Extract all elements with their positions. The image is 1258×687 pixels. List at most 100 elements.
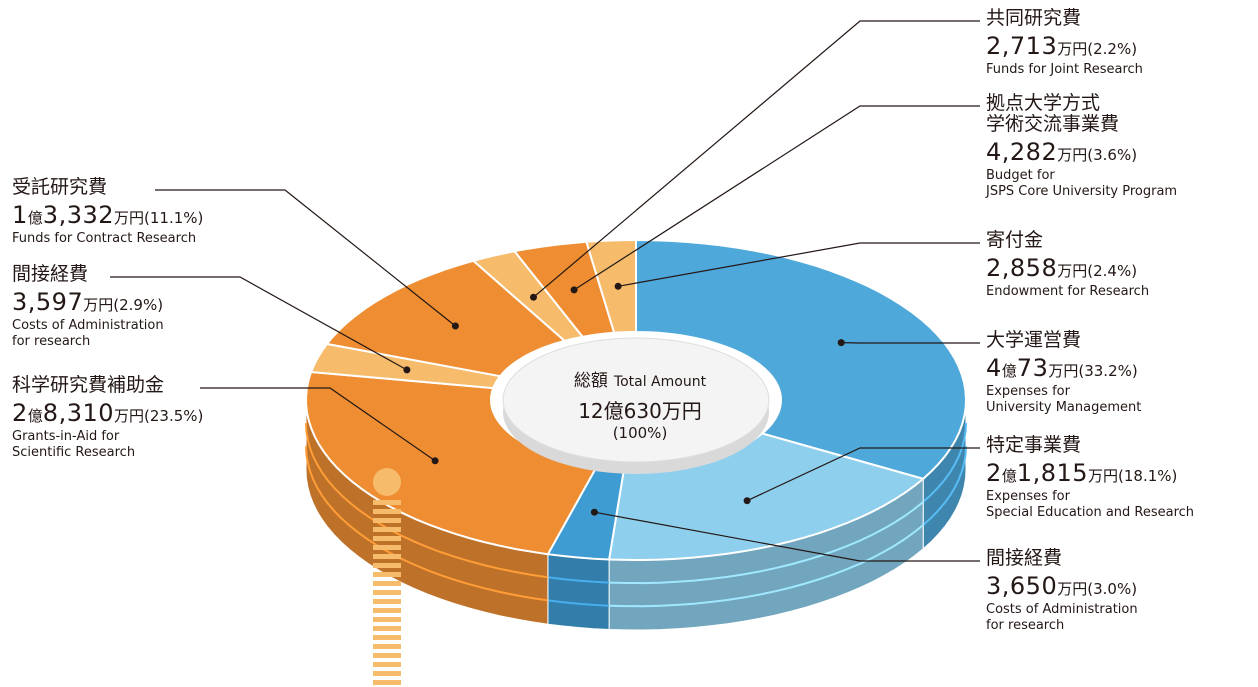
- pin-dash: [373, 572, 401, 577]
- pin-dash: [373, 608, 401, 613]
- leader-dot: [403, 366, 411, 374]
- slice-name-en-1: Budget for: [986, 167, 1055, 183]
- pin-dash: [373, 653, 401, 658]
- leader-dot: [451, 322, 459, 330]
- pie-slice: [585, 238, 637, 334]
- leader-line: [200, 387, 436, 462]
- slice-name-en-1: Costs of Administration: [12, 318, 164, 334]
- slice-name-en-1: Costs of Administration: [986, 602, 1138, 618]
- slice-label-joint-research: 共同研究費 2,713万円(2.2%) Funds for Joint Rese…: [986, 8, 1143, 78]
- leader-dot: [431, 457, 439, 465]
- slice-amount: 2,713万円(2.2%): [986, 31, 1138, 60]
- slice-amount: 4,282万円(3.6%): [986, 137, 1138, 166]
- leader-line: [573, 105, 980, 291]
- slice-name: 拠点大学方式 学術交流事業費: [986, 92, 1120, 135]
- slice-name: 特定事業費: [986, 434, 1082, 456]
- slice-label-contract-research: 受託研究費 1億3,332万円(11.1%) Funds for Contrac…: [12, 177, 203, 247]
- leader-dot: [590, 508, 598, 516]
- slice-amount: 2,858万円(2.4%): [986, 253, 1138, 282]
- leader-dot: [614, 282, 622, 290]
- slice-label-grants-in-aid: 科学研究費補助金 2億8,310万円(23.5%) Grants-in-Aid …: [12, 375, 203, 462]
- slice-name: 間接経費: [12, 263, 89, 285]
- leader-dot: [530, 293, 537, 301]
- leader-line: [533, 20, 980, 298]
- decorative-pin: [373, 468, 401, 685]
- total-amount: 12億630万円: [578, 399, 702, 423]
- center-total-label: 総額 Total Amount 12億630万円 (100%): [520, 366, 760, 442]
- pin-dash: [373, 518, 401, 523]
- slice-name-en-1: Endowment for Research: [986, 284, 1150, 300]
- pin-ball: [373, 468, 401, 496]
- slice-name-en-2: for research: [986, 618, 1065, 634]
- slice-label-university-management: 大学運営費 4億73万円(33.2%) Expenses for Univers…: [986, 330, 1141, 417]
- pin-dash: [373, 554, 401, 559]
- leader-lines: [110, 20, 980, 562]
- slice-label-indirect-costs-right: 間接経費 3,650万円(3.0%) Costs of Administrati…: [986, 548, 1138, 635]
- leader-dot: [837, 339, 845, 347]
- pin-dash: [373, 635, 401, 640]
- slice-name-en-1: Expenses for: [986, 384, 1070, 400]
- slice-ridge-line: [609, 501, 924, 585]
- slice-name-en-1: Funds for Joint Research: [986, 62, 1143, 78]
- slice-name: 寄付金: [986, 229, 1044, 251]
- slice-name-en-1: Expenses for: [986, 489, 1070, 505]
- slice-name: 共同研究費: [986, 7, 1082, 29]
- pin-dash: [373, 617, 401, 622]
- slice-amount: 3,597万円(2.9%): [12, 287, 164, 316]
- slice-amount: 3,650万円(3.0%): [986, 571, 1138, 600]
- slice-label-endowment: 寄付金 2,858万円(2.4%) Endowment for Research: [986, 230, 1149, 300]
- pin-dash: [373, 599, 401, 604]
- slice-name-en-2: for research: [12, 334, 91, 350]
- leader-dot: [570, 286, 578, 294]
- leader-line: [617, 242, 980, 287]
- pin-dash: [373, 680, 401, 685]
- slice-name: 科学研究費補助金: [12, 374, 165, 396]
- slice-ridge-line: [547, 576, 610, 584]
- leader-line: [155, 189, 456, 327]
- total-title: 総額: [573, 371, 608, 391]
- total-title-en: Total Amount: [613, 374, 707, 390]
- pin-dash: [373, 527, 401, 532]
- leader-line: [746, 447, 980, 502]
- slice-label-indirect-costs-left: 間接経費 3,597万円(2.9%) Costs of Administrati…: [12, 264, 164, 351]
- pin-dash: [373, 500, 401, 505]
- slice-ridge-line: [547, 599, 610, 607]
- slice-label-special-education: 特定事業費 2億1,815万円(18.1%) Expenses for Spec…: [986, 435, 1194, 522]
- total-percent: (100%): [612, 424, 668, 442]
- leader-line: [110, 276, 408, 371]
- slice-amount: 1億3,332万円(11.1%): [12, 200, 204, 229]
- pin-dash: [373, 590, 401, 595]
- pin-dash: [373, 644, 401, 649]
- pin-dash: [373, 509, 401, 514]
- pin-dash: [373, 626, 401, 631]
- pin-dash: [373, 563, 401, 568]
- slice-name-en-2: Scientific Research: [12, 445, 136, 461]
- slice-amount: 4億73万円(33.2%): [986, 353, 1138, 382]
- slice-label-jsps-core: 拠点大学方式 学術交流事業費 4,282万円(3.6%) Budget for …: [986, 93, 1177, 200]
- slice-name-en-1: Grants-in-Aid for: [12, 429, 120, 445]
- slice-amount: 2億1,815万円(18.1%): [986, 458, 1178, 487]
- slice-name-en-2: University Management: [986, 400, 1142, 416]
- center-plate: [502, 337, 770, 463]
- slice-side-wall: [547, 553, 610, 631]
- slice-name: 受託研究費: [12, 176, 108, 198]
- slice-ridge-line: [922, 446, 967, 526]
- slice-name-en-2: Special Education and Research: [986, 505, 1195, 521]
- slice-ridge-line: [609, 524, 924, 608]
- slice-ridge-line: [305, 446, 549, 602]
- slice-name: 間接経費: [986, 547, 1063, 569]
- slice-ridge-line: [922, 423, 967, 503]
- slice-amount: 2億8,310万円(23.5%): [12, 398, 204, 427]
- slice-name: 大学運営費: [986, 329, 1082, 351]
- pin-dash: [373, 671, 401, 676]
- pin-dash: [373, 662, 401, 667]
- slice-name-en-1: Funds for Contract Research: [12, 231, 197, 247]
- pin-dash: [373, 536, 401, 541]
- slice-name-en-2: JSPS Core University Program: [986, 184, 1178, 200]
- leader-line: [594, 511, 980, 562]
- pin-dash: [373, 581, 401, 586]
- pin-dash: [373, 545, 401, 550]
- donut-side-walls: [305, 399, 967, 631]
- leader-dot: [743, 497, 751, 505]
